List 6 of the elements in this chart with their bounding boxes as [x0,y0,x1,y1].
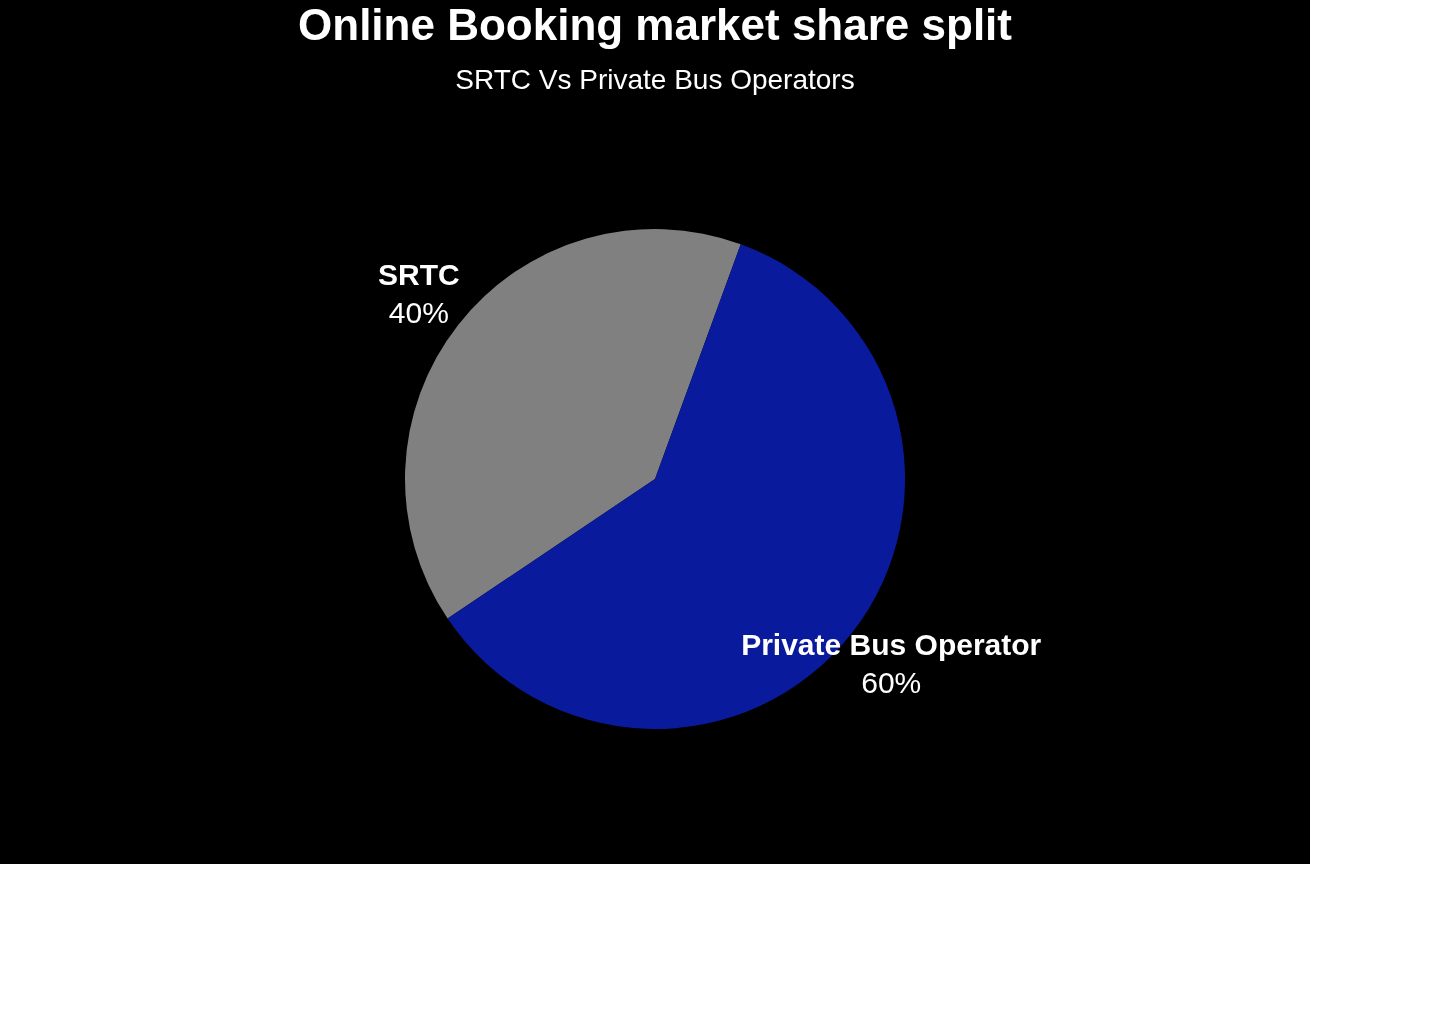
slice-label: SRTC [377,258,460,292]
slice-label: Private Bus Operator [741,627,1042,661]
data-label: 40% [388,296,449,330]
data-label: 60% [861,665,922,699]
chart-subtitle: SRTC Vs Private Bus Operators [455,64,855,95]
chart-title: Online Booking market share split [298,0,1013,49]
